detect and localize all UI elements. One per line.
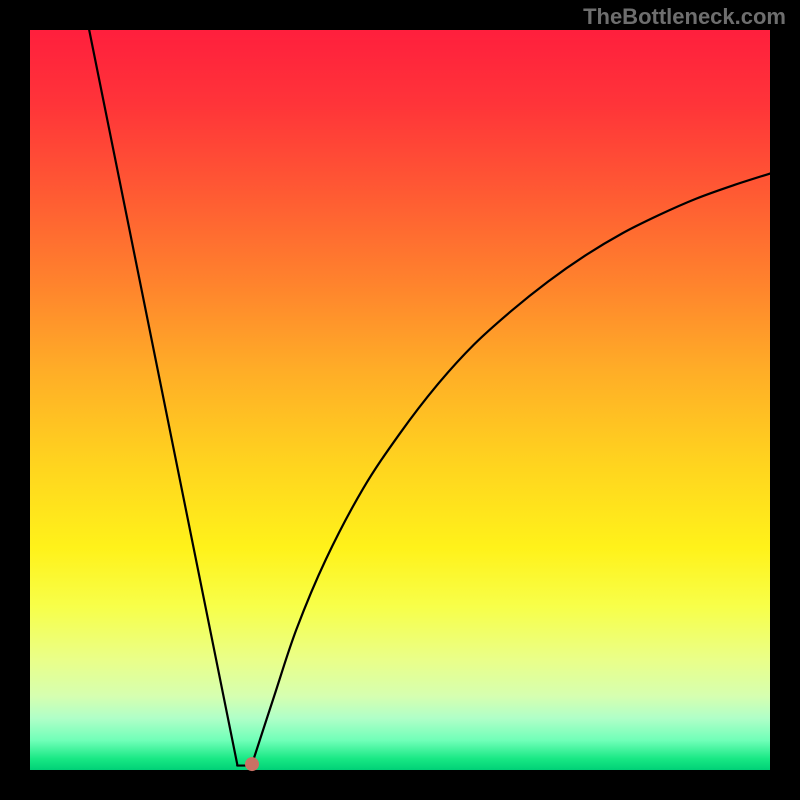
optimal-point-marker bbox=[245, 757, 259, 771]
plot-area bbox=[30, 30, 770, 770]
watermark-text: TheBottleneck.com bbox=[583, 4, 786, 30]
bottleneck-chart: TheBottleneck.com bbox=[0, 0, 800, 800]
chart-svg bbox=[0, 0, 800, 800]
